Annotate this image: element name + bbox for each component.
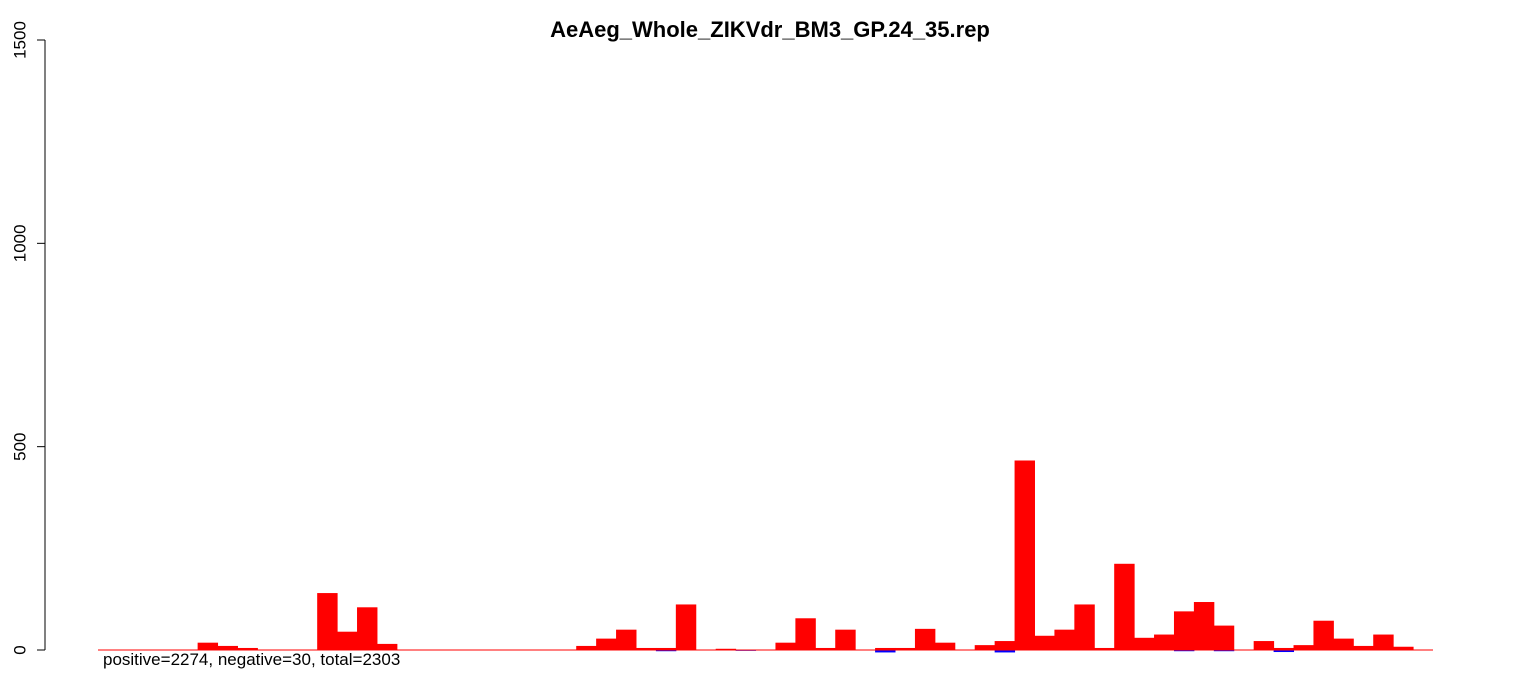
bar-positive xyxy=(1054,629,1075,650)
bar-positive xyxy=(1273,647,1295,650)
bar-positive xyxy=(1253,641,1275,650)
bar-positive xyxy=(994,641,1016,650)
bar-positive xyxy=(914,628,936,650)
bar-negative xyxy=(1273,650,1295,653)
bar-negative xyxy=(994,650,1016,653)
bar-positive xyxy=(1353,645,1374,650)
bar-positive xyxy=(795,618,816,650)
bar-positive xyxy=(655,647,677,650)
bar-positive xyxy=(1114,563,1135,650)
y-tick-label: 1000 xyxy=(10,224,29,262)
bar-positive xyxy=(1074,604,1095,650)
bar-positive xyxy=(1034,635,1055,650)
bar-positive xyxy=(675,604,697,650)
chart-title: AeAeg_Whole_ZIKVdr_BM3_GP.24_35.rep xyxy=(550,17,990,42)
bar-positive xyxy=(197,642,219,650)
bar-positive xyxy=(1293,645,1314,650)
bar-negative xyxy=(1213,650,1235,652)
bar-positive xyxy=(635,647,657,650)
bar-positive xyxy=(376,643,398,650)
bar-positive xyxy=(775,642,796,650)
bar-positive xyxy=(1313,620,1334,650)
y-tick-label: 1500 xyxy=(10,21,29,59)
y-axis: 0 500 1000 1500 xyxy=(10,21,46,655)
bar-positive xyxy=(1333,638,1354,650)
bar-negative xyxy=(1173,650,1195,652)
bar-positive xyxy=(337,631,358,650)
bar-positive xyxy=(1213,625,1235,650)
bar-positive xyxy=(1173,611,1195,650)
y-tick-label: 500 xyxy=(10,432,29,460)
bar-positive xyxy=(1094,647,1115,650)
bars xyxy=(197,460,1414,653)
bar-positive xyxy=(835,629,856,650)
bar-positive xyxy=(895,647,916,650)
bar-positive xyxy=(317,593,338,650)
bar-positive xyxy=(596,638,617,650)
bar-negative xyxy=(875,650,896,653)
bar-positive xyxy=(875,647,896,650)
bar-positive xyxy=(1154,634,1175,650)
bar-positive xyxy=(576,645,597,650)
bar-negative xyxy=(655,650,677,652)
bar-positive xyxy=(237,647,258,650)
bar-positive xyxy=(934,642,956,650)
bar-positive xyxy=(357,607,378,650)
bar-positive xyxy=(1373,634,1394,650)
bar-positive xyxy=(616,629,637,650)
bar-positive xyxy=(715,648,737,650)
bar-positive xyxy=(974,645,996,650)
bar-positive xyxy=(217,645,238,650)
bar-positive xyxy=(1193,602,1215,650)
bar-positive xyxy=(815,647,836,650)
bar-positive xyxy=(1014,460,1035,650)
bar-positive xyxy=(1393,646,1414,650)
bar-positive xyxy=(1134,637,1155,650)
summary-text: positive=2274, negative=30, total=2303 xyxy=(103,650,400,669)
y-tick-label: 0 xyxy=(10,645,29,654)
